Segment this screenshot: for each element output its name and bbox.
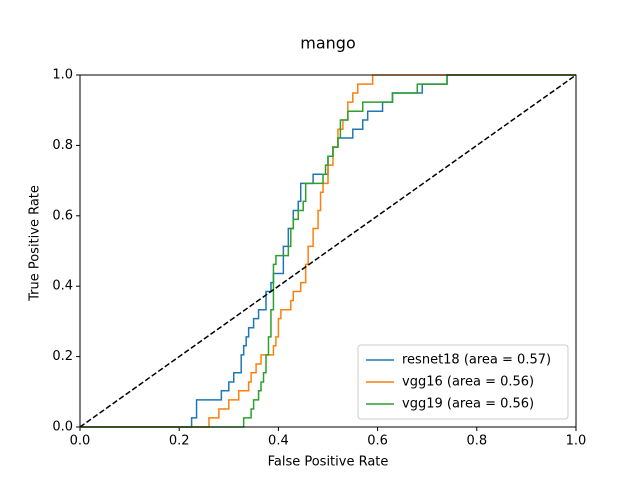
legend-label: vgg16 (area = 0.56)	[402, 375, 534, 390]
x-tick-label: 0.0	[70, 434, 91, 449]
x-tick-label: 0.8	[466, 434, 487, 449]
x-tick-label: 0.6	[367, 434, 388, 449]
y-tick-label: 0.4	[52, 279, 73, 294]
y-axis-label: True Positive Rate	[28, 185, 43, 302]
y-tick-label: 0.2	[52, 349, 73, 364]
chart-title: mango	[300, 34, 355, 53]
y-tick-label: 0.8	[52, 138, 73, 153]
x-axis-label: False Positive Rate	[268, 455, 389, 470]
legend-label: vgg19 (area = 0.56)	[402, 397, 534, 412]
y-tick-label: 1.0	[52, 68, 73, 83]
roc-curve	[80, 74, 576, 428]
roc-curve	[80, 74, 576, 428]
y-tick-label: 0.6	[52, 208, 73, 223]
x-tick-label: 0.4	[268, 434, 289, 449]
x-tick-label: 1.0	[566, 434, 587, 449]
legend-label: resnet18 (area = 0.57)	[402, 353, 551, 368]
legend-box	[357, 344, 569, 420]
reference-line	[79, 74, 577, 428]
plot-frame	[79, 74, 577, 428]
x-tick-label: 0.2	[169, 434, 190, 449]
y-tick-label: 0.0	[52, 420, 73, 435]
